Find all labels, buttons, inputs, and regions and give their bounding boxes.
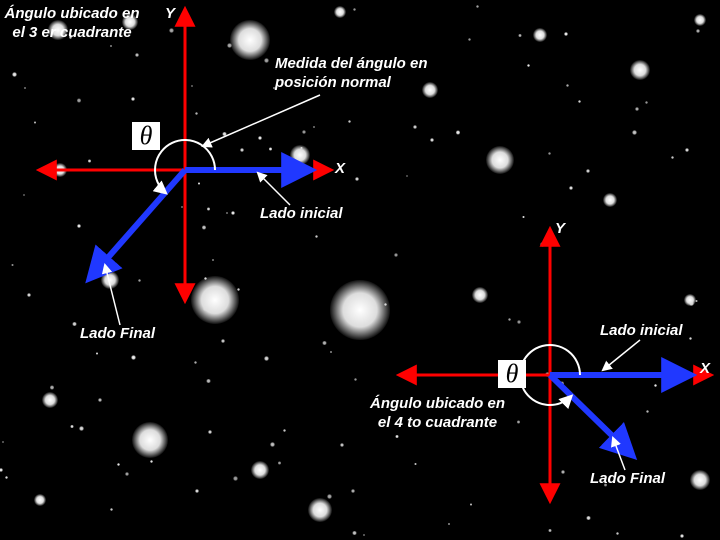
- q4-initial-side-label: Lado inicial: [600, 322, 683, 341]
- theta-symbol-q4: θ: [498, 360, 526, 388]
- q4-final-side-label: Lado Final: [590, 470, 665, 489]
- q3-initial-side-label: Lado inicial: [260, 205, 343, 224]
- q3-title: Ángulo ubicado en el 3 er cuadrante: [2, 5, 142, 43]
- q3-y-label: Y: [165, 5, 175, 24]
- q3-final-side-label: Lado Final: [80, 325, 155, 344]
- q3-measure-label: Medida del ángulo en posición normal: [275, 55, 475, 93]
- q4-title: Ángulo ubicado en el 4 to cuadrante: [370, 395, 505, 433]
- q4-x-label: X: [700, 360, 710, 379]
- q4-y-label: Y: [555, 220, 565, 239]
- theta-symbol-q3: θ: [132, 122, 160, 150]
- q3-x-label: X: [335, 160, 345, 179]
